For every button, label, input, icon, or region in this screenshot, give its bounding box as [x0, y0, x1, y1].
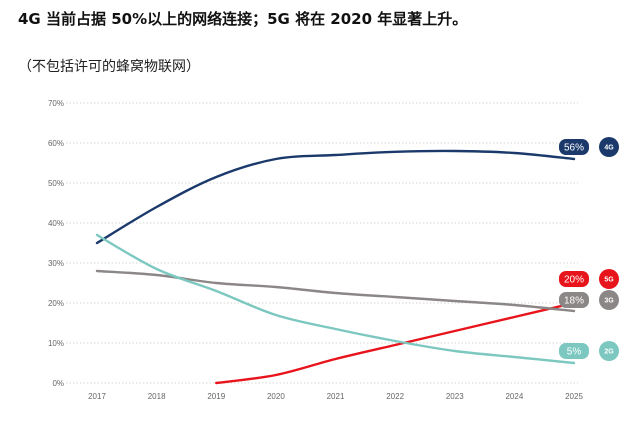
series-name-label: 4G [604, 145, 614, 152]
x-tick-label: 2023 [446, 392, 464, 401]
value-label: 18% [564, 296, 584, 307]
value-pill [559, 343, 589, 359]
x-tick-label: 2018 [148, 392, 166, 401]
x-tick-label: 2019 [207, 392, 225, 401]
value-label: 20% [564, 275, 584, 286]
y-tick-label: 50% [48, 179, 64, 188]
x-tick-label: 2025 [565, 392, 583, 401]
x-tick-label: 2022 [386, 392, 404, 401]
series-line-4g [95, 149, 576, 245]
series-lines [95, 149, 576, 385]
chart-subtitle: （不包括许可的蜂窝物联网） [18, 59, 200, 75]
series-name-label: 5G [604, 277, 614, 284]
gridlines [66, 102, 578, 384]
end-label-4g: 56% 4G [559, 137, 619, 157]
series-circle [599, 269, 619, 289]
x-tick-label: 2021 [327, 392, 345, 401]
y-tick-label: 30% [48, 259, 64, 268]
value-pill [559, 292, 589, 308]
series-line-5g [215, 301, 576, 385]
chart-title: 4G 当前占据 50%以上的网络连接；5G 将在 2020 年显著上升。 [18, 10, 468, 28]
y-tick-label: 10% [48, 339, 64, 348]
series-line-2g [95, 233, 576, 365]
x-tick-label: 2017 [88, 392, 106, 401]
y-axis-tick-labels: 0% 10% 20% 30% 40% 50% 60% 70% [48, 99, 64, 388]
x-tick-label: 2020 [267, 392, 285, 401]
end-label-2g: 5% 2G [559, 341, 619, 361]
y-tick-label: 20% [48, 299, 64, 308]
value-pill [559, 139, 589, 155]
y-tick-label: 0% [52, 379, 64, 388]
value-label: 5% [567, 347, 582, 358]
series-end-labels: 56% 4G 20% 5G 18% 3G 5% 2G [559, 137, 619, 361]
series-line-3g [95, 269, 576, 313]
y-tick-label: 60% [48, 139, 64, 148]
x-tick-label: 2024 [505, 392, 523, 401]
value-label: 56% [564, 143, 584, 154]
series-circle [599, 341, 619, 361]
end-label-5g: 20% 5G [559, 269, 619, 289]
x-axis-tick-labels: 2017 2018 2019 2020 2021 2022 2023 2024 2025 [88, 392, 583, 401]
series-circle [599, 137, 619, 157]
value-pill [559, 271, 589, 287]
y-tick-label: 70% [48, 99, 64, 108]
end-label-3g: 18% 3G [559, 290, 619, 310]
y-tick-label: 40% [48, 219, 64, 228]
series-name-label: 3G [604, 298, 614, 305]
series-circle [599, 290, 619, 310]
series-name-label: 2G [604, 349, 614, 356]
